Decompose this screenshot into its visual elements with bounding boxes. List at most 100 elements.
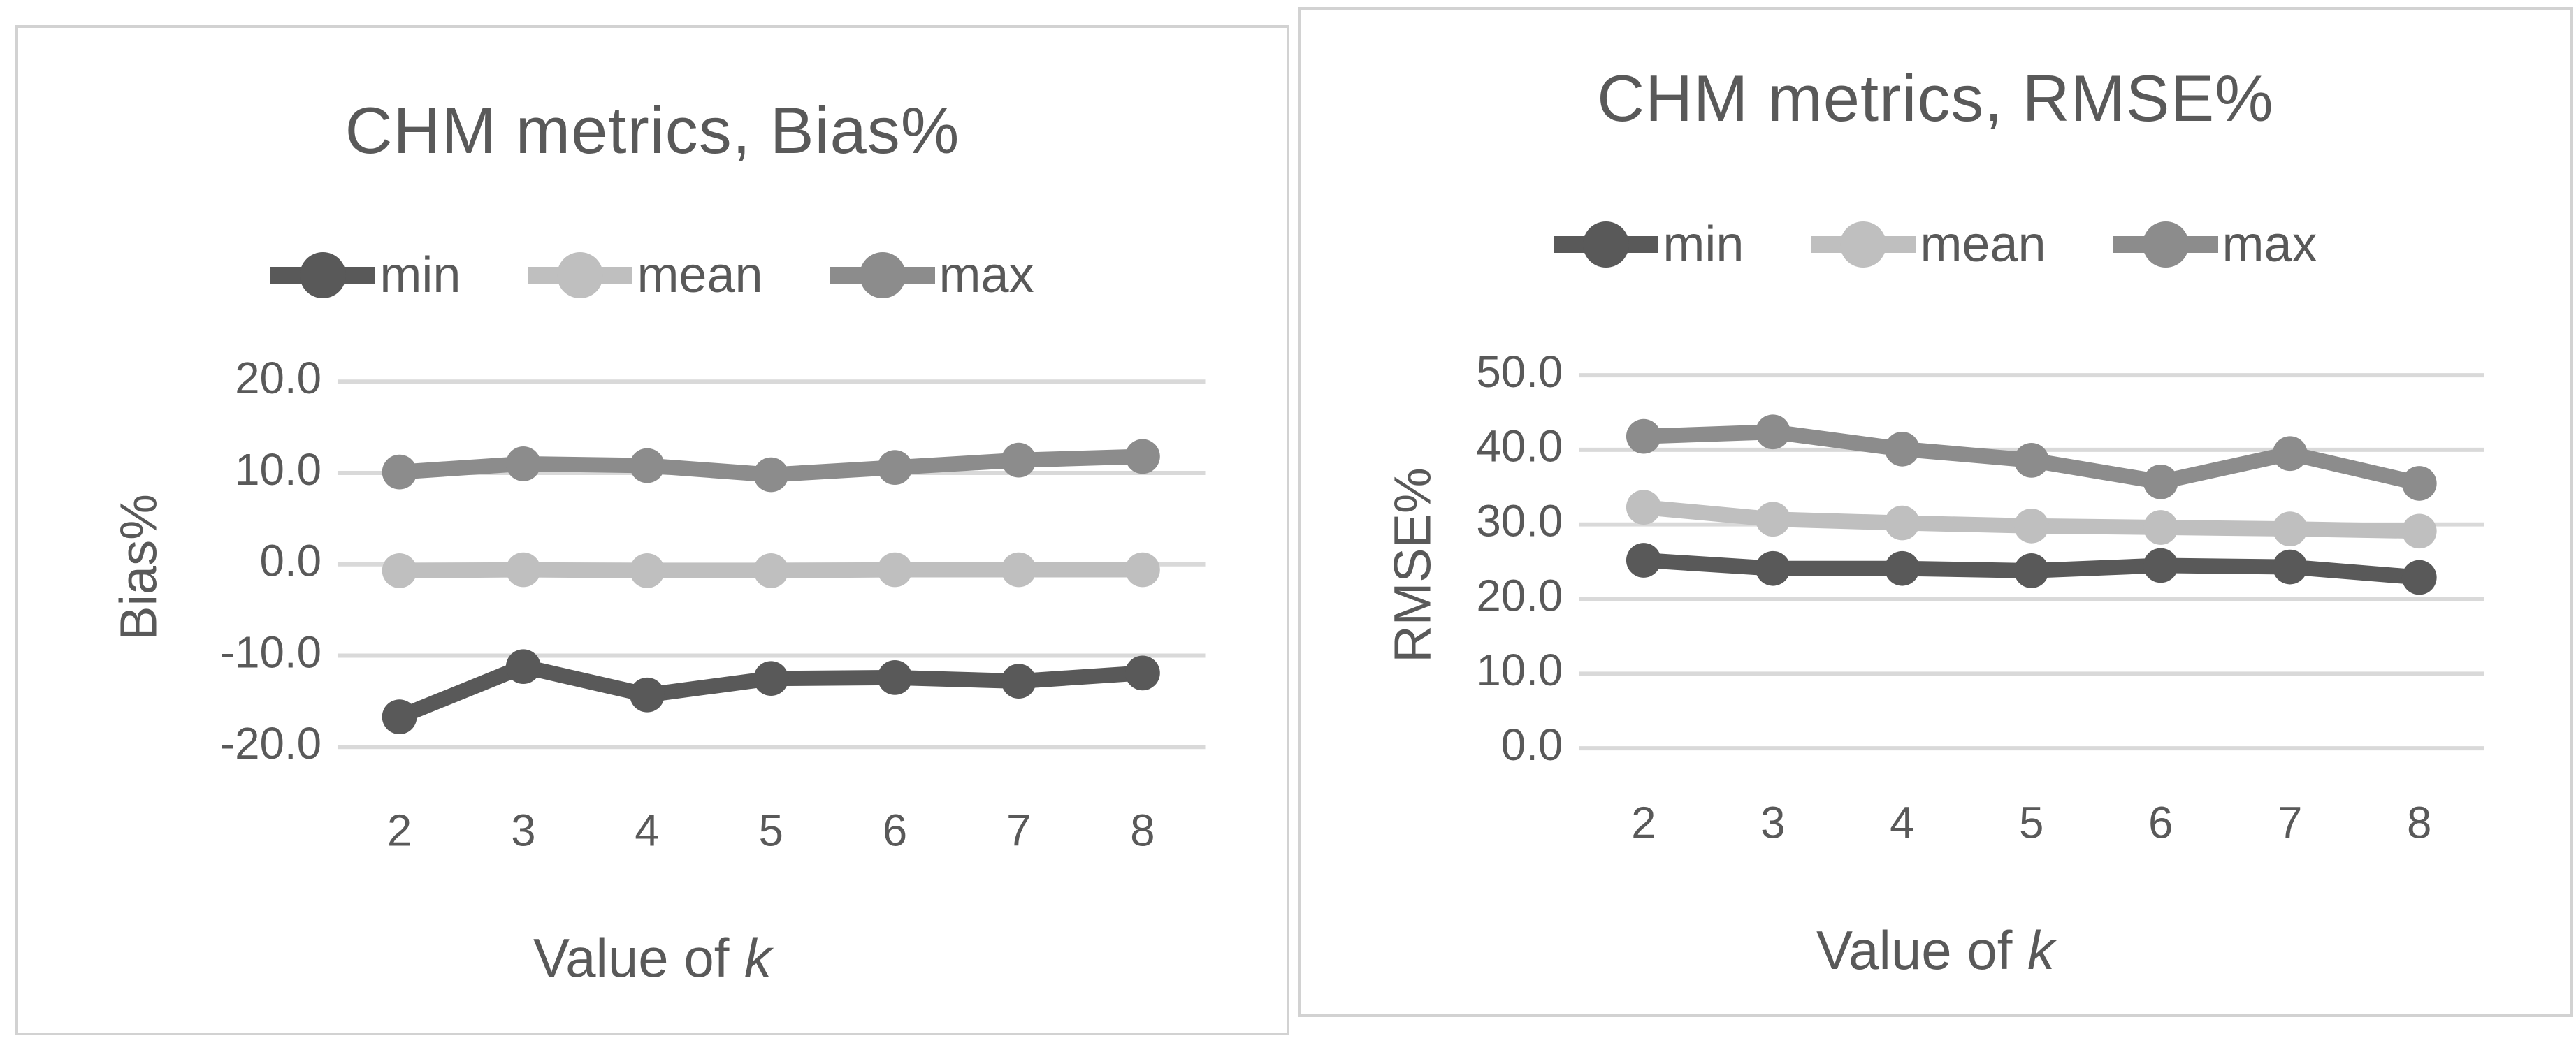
series-min-marker: [2401, 560, 2437, 595]
series-min-marker: [2013, 553, 2049, 588]
y-tick-label: -20.0: [220, 719, 321, 768]
series-min-marker: [630, 677, 665, 713]
series-mean-marker: [505, 552, 541, 588]
x-axis-title-text: Value of: [1816, 919, 2013, 981]
series-max-marker: [877, 450, 913, 485]
x-axis-title-text: Value of: [533, 927, 730, 989]
x-tick-label: 6: [2148, 798, 2173, 847]
x-axis-title: Value of k: [18, 931, 1287, 985]
series-max-marker: [1626, 418, 1661, 454]
series-min-marker: [1755, 550, 1790, 586]
series-min-marker: [382, 699, 417, 734]
legend: min mean max: [18, 250, 1287, 300]
x-tick-label: 4: [1890, 798, 1914, 847]
series-mean-marker: [630, 553, 665, 588]
legend-label: min: [379, 247, 461, 303]
series-max-marker: [630, 448, 665, 483]
series-min-marker: [2143, 548, 2178, 583]
legend-dot: [1840, 221, 1887, 268]
series-mean-marker: [1884, 505, 1920, 541]
legend-item-max: max: [830, 250, 1034, 300]
series-max-marker: [1001, 442, 1036, 478]
y-axis-title: RMSE%: [1383, 467, 1442, 663]
y-tick-label: 20.0: [1476, 571, 1563, 620]
chart-title: CHM metrics, RMSE%: [1597, 61, 2274, 135]
x-axis-title-variable: k: [2027, 919, 2055, 981]
series-min-marker: [1884, 550, 1920, 586]
y-tick-label: 0.0: [260, 537, 322, 586]
y-tick-label: 0.0: [1501, 720, 1563, 770]
legend-label: mean: [637, 247, 763, 303]
series-mean-marker: [382, 553, 417, 588]
bias-plot-area: 20.0 10.0 0.0 -10.0 -20.0 2 3 4 5 6 7 8: [220, 353, 1206, 855]
legend-marker-icon: [830, 252, 935, 298]
rmse-plot-area: 50.0 40.0 30.0 20.0 10.0 0.0 2 3 4 5 6 7 8: [1476, 347, 2484, 847]
series-max-marker: [382, 454, 417, 490]
chart-panel-bias: CHM metrics, Bias% min mean max 20.0 10.0 0.…: [15, 25, 1289, 1035]
legend-item-min: min: [270, 250, 461, 300]
legend-dot: [2142, 221, 2189, 268]
legend: min mean max: [1301, 219, 2570, 270]
legend-label: max: [2222, 217, 2317, 272]
series-max-marker: [2013, 442, 2049, 478]
x-tick-label: 3: [1760, 798, 1785, 847]
series-max-marker: [753, 457, 789, 493]
y-axis-title: Bias%: [109, 494, 168, 641]
legend-item-mean: mean: [528, 247, 763, 303]
series-max-marker: [1125, 439, 1160, 474]
series-max-marker: [1755, 414, 1790, 450]
x-tick-label: 3: [511, 805, 535, 855]
legend-marker-icon: [1554, 221, 1659, 268]
series-min-marker: [1001, 664, 1036, 699]
series-mean-marker: [2401, 513, 2437, 549]
legend-item-mean: mean: [1811, 219, 2046, 270]
legend-dot: [300, 252, 347, 298]
x-tick-label: 5: [759, 805, 783, 855]
series-min-marker: [1626, 543, 1661, 578]
series-mean-marker: [1626, 490, 1661, 525]
legend-item-min: min: [1554, 219, 1744, 270]
y-tick-label: 10.0: [235, 445, 321, 495]
chart-panel-rmse: CHM metrics, RMSE% min mean max 50.0 40.0 30…: [1298, 7, 2573, 1017]
legend-marker-icon: [2113, 221, 2218, 268]
series-max-marker: [2401, 466, 2437, 501]
legend-label: min: [1663, 217, 1744, 272]
series-max-marker: [2143, 464, 2178, 499]
x-axis-title-variable: k: [744, 927, 772, 989]
legend-marker-icon: [1811, 221, 1916, 268]
x-tick-label: 2: [1631, 798, 1656, 847]
x-tick-label: 7: [1006, 805, 1031, 855]
legend-marker-icon: [528, 252, 633, 298]
y-tick-label: 30.0: [1476, 497, 1563, 546]
series-min-marker: [753, 661, 789, 696]
y-tick-label: -10.0: [220, 627, 321, 677]
legend-label: mean: [1920, 217, 2046, 272]
series-mean-marker: [2272, 511, 2308, 546]
x-tick-label: 5: [2019, 798, 2043, 847]
x-tick-label: 2: [387, 805, 412, 855]
x-tick-label: 6: [883, 805, 907, 855]
legend-marker-icon: [270, 252, 376, 298]
series-mean-marker: [2013, 508, 2049, 544]
x-tick-label: 8: [1130, 805, 1155, 855]
y-tick-label: 10.0: [1476, 646, 1563, 695]
series-min-marker: [505, 649, 541, 685]
legend-dot: [859, 252, 906, 298]
series-min-marker: [1125, 655, 1160, 691]
y-tick-label: 20.0: [235, 353, 321, 403]
series-min-marker: [877, 660, 913, 695]
x-tick-label: 4: [635, 805, 659, 855]
y-tick-label: 50.0: [1476, 347, 1563, 397]
series-mean-marker: [1755, 502, 1790, 537]
series-mean-marker: [1125, 552, 1160, 588]
x-axis-title: Value of k: [1301, 923, 2570, 977]
y-tick-label: 40.0: [1476, 422, 1563, 472]
series-mean-marker: [877, 552, 913, 588]
series-max-marker: [1884, 431, 1920, 467]
legend-dot: [1583, 221, 1630, 268]
legend-item-max: max: [2113, 219, 2317, 270]
series-min-marker: [2272, 549, 2308, 585]
series-max-marker: [505, 446, 541, 481]
legend-label: max: [939, 247, 1034, 303]
series-mean-marker: [753, 553, 789, 588]
